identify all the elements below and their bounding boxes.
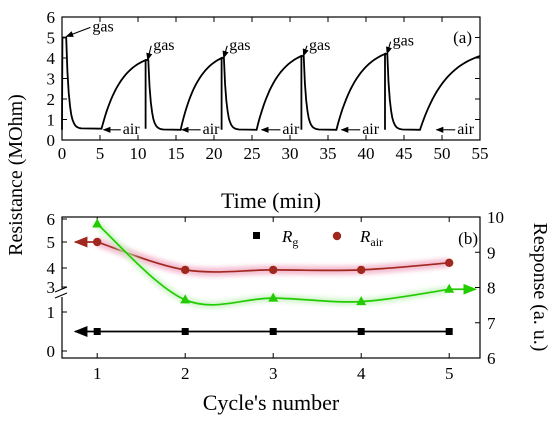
- annotation-arrow-gas: [146, 45, 153, 61]
- panel-a-y-tick-label: 0: [47, 131, 56, 150]
- panel-b-y-tick-label-right: 8: [487, 279, 496, 298]
- annotation-arrow-gas: [65, 26, 91, 37]
- annotation-label-gas: gas: [309, 37, 330, 54]
- annotation-label-air: air: [282, 121, 300, 138]
- data-point-rg: [357, 328, 365, 335]
- panel-a-x-tick-label: 5: [96, 144, 105, 163]
- legend-marker-rair: [332, 231, 342, 241]
- data-point-rg: [269, 328, 277, 335]
- panel-b-y-tick-label-left: 0: [47, 342, 56, 361]
- panel-b-y-tick-label-right: 9: [487, 243, 496, 262]
- panel-a-y-tick-label: 5: [47, 29, 56, 48]
- panel-b-y-tick-label-left: 1: [47, 303, 56, 322]
- legend-label-rair: Rair: [359, 227, 383, 249]
- data-point-response: [444, 283, 455, 293]
- data-point-response: [268, 292, 279, 302]
- panel-a-x-tick-label: 10: [130, 144, 147, 163]
- panel-b-y-tick-label-right: 6: [487, 349, 496, 368]
- data-point-rair: [357, 265, 366, 275]
- panel-b-x-tick-label: 3: [269, 364, 278, 383]
- panel-b-right-axis-title: Response (a. u.): [529, 223, 550, 352]
- annotation-arrow-gas: [386, 41, 392, 55]
- panel-a-x-tick-label: 0: [58, 144, 67, 163]
- legend-marker-rg: [253, 232, 260, 239]
- data-point-rg: [445, 328, 453, 335]
- panel-b-y-tick-label-left: 5: [47, 233, 56, 252]
- panel-b-x-axis-title: Cycle's number: [203, 390, 340, 415]
- panel-b-y-tick-label-right: 7: [487, 314, 496, 333]
- panel-a-x-tick-label: 55: [472, 144, 489, 163]
- panel-b-label: (b): [458, 229, 478, 248]
- panel-a-x-tick-label: 40: [358, 144, 375, 163]
- panel-a-label: (a): [453, 28, 472, 47]
- annotation-arrow-gas: [222, 45, 229, 59]
- data-point-rair: [269, 265, 278, 275]
- annotation-label-air: air: [123, 121, 141, 138]
- panel-b-x-tick-label: 5: [445, 364, 454, 383]
- data-point-rair: [93, 237, 102, 247]
- data-point-rg: [93, 328, 101, 335]
- annotation-arrow-gas: [302, 45, 309, 57]
- panel-b-x-tick-label: 1: [93, 364, 102, 383]
- annotation-label-gas: gas: [229, 37, 250, 54]
- legend: Rg Rair: [253, 227, 383, 249]
- annotation-label-air: air: [362, 121, 380, 138]
- annotation-label-air: air: [457, 121, 475, 138]
- panel-a-y-tick-label: 3: [47, 70, 56, 89]
- panel-b-y-tick-label-right: 10: [487, 208, 504, 227]
- data-point-response: [92, 218, 103, 228]
- panel-a-y-tick-label: 1: [47, 111, 56, 130]
- annotation-label-gas: gas: [92, 18, 113, 35]
- data-point-rair: [445, 258, 454, 267]
- panel-a-x-tick-label: 35: [320, 144, 337, 163]
- panel-a-y-tick-label: 4: [47, 49, 56, 68]
- panel-a-y-tick-label: 2: [47, 90, 56, 109]
- annotation-label-air: air: [203, 121, 221, 138]
- panel-a-x-tick-label: 20: [206, 144, 223, 163]
- panel-b-y-tick-label-left: 4: [47, 259, 56, 278]
- panel-b-frame: [61, 216, 481, 359]
- annotation-label-gas: gas: [393, 33, 414, 50]
- panel-b-x-tick-label: 4: [357, 364, 366, 383]
- y-axis-title: Resistance (MOhm): [5, 94, 27, 256]
- panel-a-resistance-curve: [61, 36, 481, 131]
- data-point-rair: [181, 265, 190, 275]
- panel-a-x-tick-label: 50: [434, 144, 451, 163]
- annotation-label-gas: gas: [153, 37, 174, 54]
- data-point-response: [356, 296, 367, 306]
- panel-b-y-tick-label-left: 6: [47, 210, 56, 229]
- axis-break-mark: [54, 286, 68, 299]
- panel-b-y-tick-label-left: 3: [47, 278, 56, 297]
- panel-a-x-tick-label: 15: [168, 144, 185, 163]
- panel-a-x-tick-label: 25: [244, 144, 261, 163]
- panel-b-x-tick-label: 2: [181, 364, 190, 383]
- panel-a-x-tick-label: 30: [282, 144, 299, 163]
- panel-a-x-axis-title: Time (min): [221, 188, 321, 213]
- data-point-response: [180, 294, 191, 304]
- panel-a-y-tick-label: 6: [47, 8, 56, 27]
- legend-label-rg: Rg: [281, 227, 298, 249]
- data-point-rg: [181, 328, 189, 335]
- panel-a-x-tick-label: 45: [396, 144, 413, 163]
